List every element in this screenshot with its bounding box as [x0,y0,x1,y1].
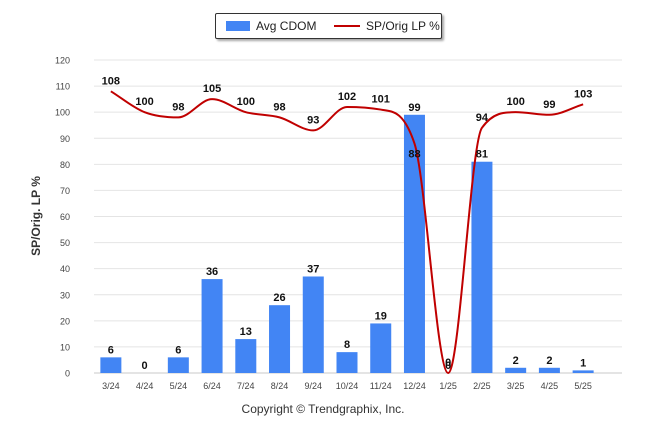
legend-label-avg-cdom: Avg CDOM [256,19,317,33]
bar [471,161,493,373]
bar-data-label: 36 [206,266,218,278]
y-tick-label: 30 [60,290,70,300]
bar-data-label: 6 [175,344,181,356]
bar [201,279,223,373]
y-tick-label: 80 [60,160,70,170]
y-tick-label: 10 [60,342,70,352]
y-tick-label: 100 [55,108,70,118]
copyright-text: Copyright © Trendgraphix, Inc. [241,402,405,416]
y-tick-label: 120 [55,56,70,66]
bar [302,276,324,373]
line-data-label: 99 [543,99,555,111]
line-data-label: 102 [338,91,356,103]
y-tick-label: 60 [60,212,70,222]
series-line-sp-orig-lp [110,90,584,375]
line-data-label: 88 [408,148,420,160]
bar [167,357,189,373]
x-tick-label: 11/24 [370,381,392,391]
x-tick-label: 10/24 [336,381,359,391]
line-data-label: 0 [445,357,451,369]
legend-label-sp-orig-lp: SP/Orig LP % [366,19,440,33]
bar [100,357,122,373]
bar-data-label: 1 [580,357,586,369]
x-tick-label: 6/24 [203,381,221,391]
line-data-label: 101 [372,94,390,106]
y-tick-label: 90 [60,134,70,144]
bar-data-label: 6 [108,344,114,356]
line-data-label: 100 [237,96,255,108]
x-tick-label: 3/24 [102,381,120,391]
bar-data-label: 26 [273,292,285,304]
line-data-label: 100 [506,96,524,108]
y-tick-label: 70 [60,186,70,196]
x-tick-label: 1/25 [439,381,457,391]
bar [572,370,594,373]
line-data-label: 94 [476,112,489,124]
bar [269,305,291,373]
bar-data-label: 99 [408,102,420,114]
bar-data-label: 13 [240,326,252,338]
x-tick-label: 5/24 [170,381,188,391]
legend-swatch-avg-cdom [226,21,250,31]
bar [538,367,560,373]
bar [235,339,257,373]
x-tick-label: 4/25 [541,381,559,391]
y-tick-label: 20 [60,316,70,326]
bar-data-label: 8 [344,339,350,351]
line-data-label: 98 [172,101,184,113]
line-data-label: 108 [102,75,120,87]
bar [336,352,358,373]
y-axis-title: SP/Orig. LP % [29,176,43,256]
y-tick-label: 40 [60,264,70,274]
y-tick-label: 110 [56,82,70,92]
bar-data-label: 2 [513,355,519,367]
x-tick-label: 9/24 [305,381,323,391]
legend: Avg CDOM SP/Orig LP % [215,13,442,39]
y-tick-label: 50 [60,238,70,248]
x-tick-label: 3/25 [507,381,525,391]
x-tick-label: 5/25 [574,381,592,391]
line-data-label: 100 [135,96,153,108]
bar [505,367,527,373]
line-data-label: 105 [203,83,221,95]
line-data-label: 103 [574,88,592,100]
bar [403,114,425,374]
x-tick-label: 2/25 [473,381,491,391]
x-tick-label: 12/24 [403,381,426,391]
bar-data-label: 37 [307,263,319,275]
line-data-label: 93 [307,114,319,126]
y-tick-label: 0 [65,369,70,379]
bar-data-label: 81 [476,149,488,161]
line-data-label: 98 [273,101,285,113]
x-tick-label: 4/24 [136,381,154,391]
bar-data-label: 2 [546,355,552,367]
x-tick-label: 7/24 [237,381,255,391]
bar-data-label: 0 [445,360,451,372]
legend-swatch-sp-orig-lp [334,25,360,27]
bar [370,323,392,373]
bar-data-label: 0 [142,360,148,372]
x-tick-label: 8/24 [271,381,289,391]
bar-data-label: 19 [375,310,387,322]
